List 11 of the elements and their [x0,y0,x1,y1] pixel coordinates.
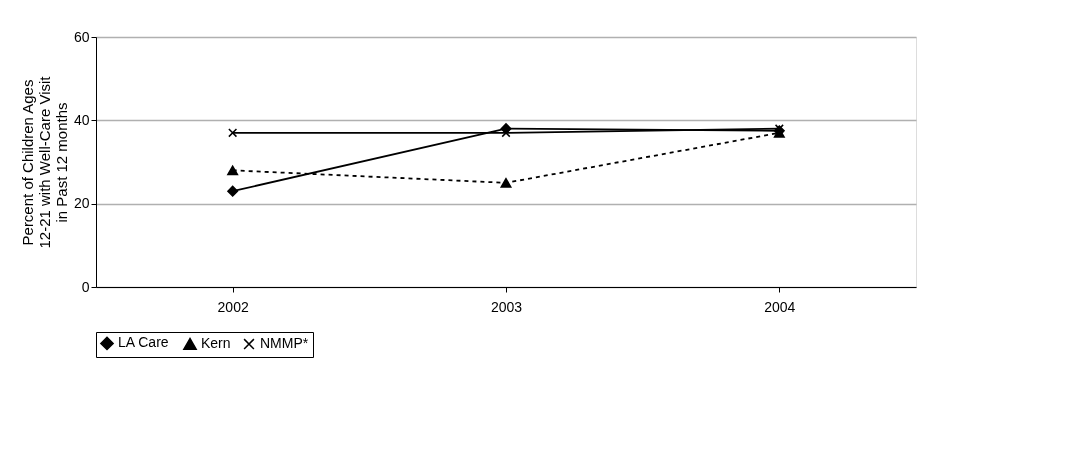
legend-label: Kern [201,334,231,351]
x-tick-label: 2003 [490,298,523,315]
legend-label: NMMP* [260,335,309,352]
x-tick-label: 2004 [764,298,796,315]
x-tick-label: 2002 [217,298,249,315]
y-tick-label: 0 [81,278,90,295]
legend-label: LA Care [118,334,169,351]
y-axis-title: Percent of Children Ages 12-21 with Well-Care Visit in Past 12 months [18,75,70,249]
y-tick-label: 20 [73,195,90,212]
y-tick-label: 60 [73,28,90,45]
y-tick-label: 40 [73,111,90,128]
